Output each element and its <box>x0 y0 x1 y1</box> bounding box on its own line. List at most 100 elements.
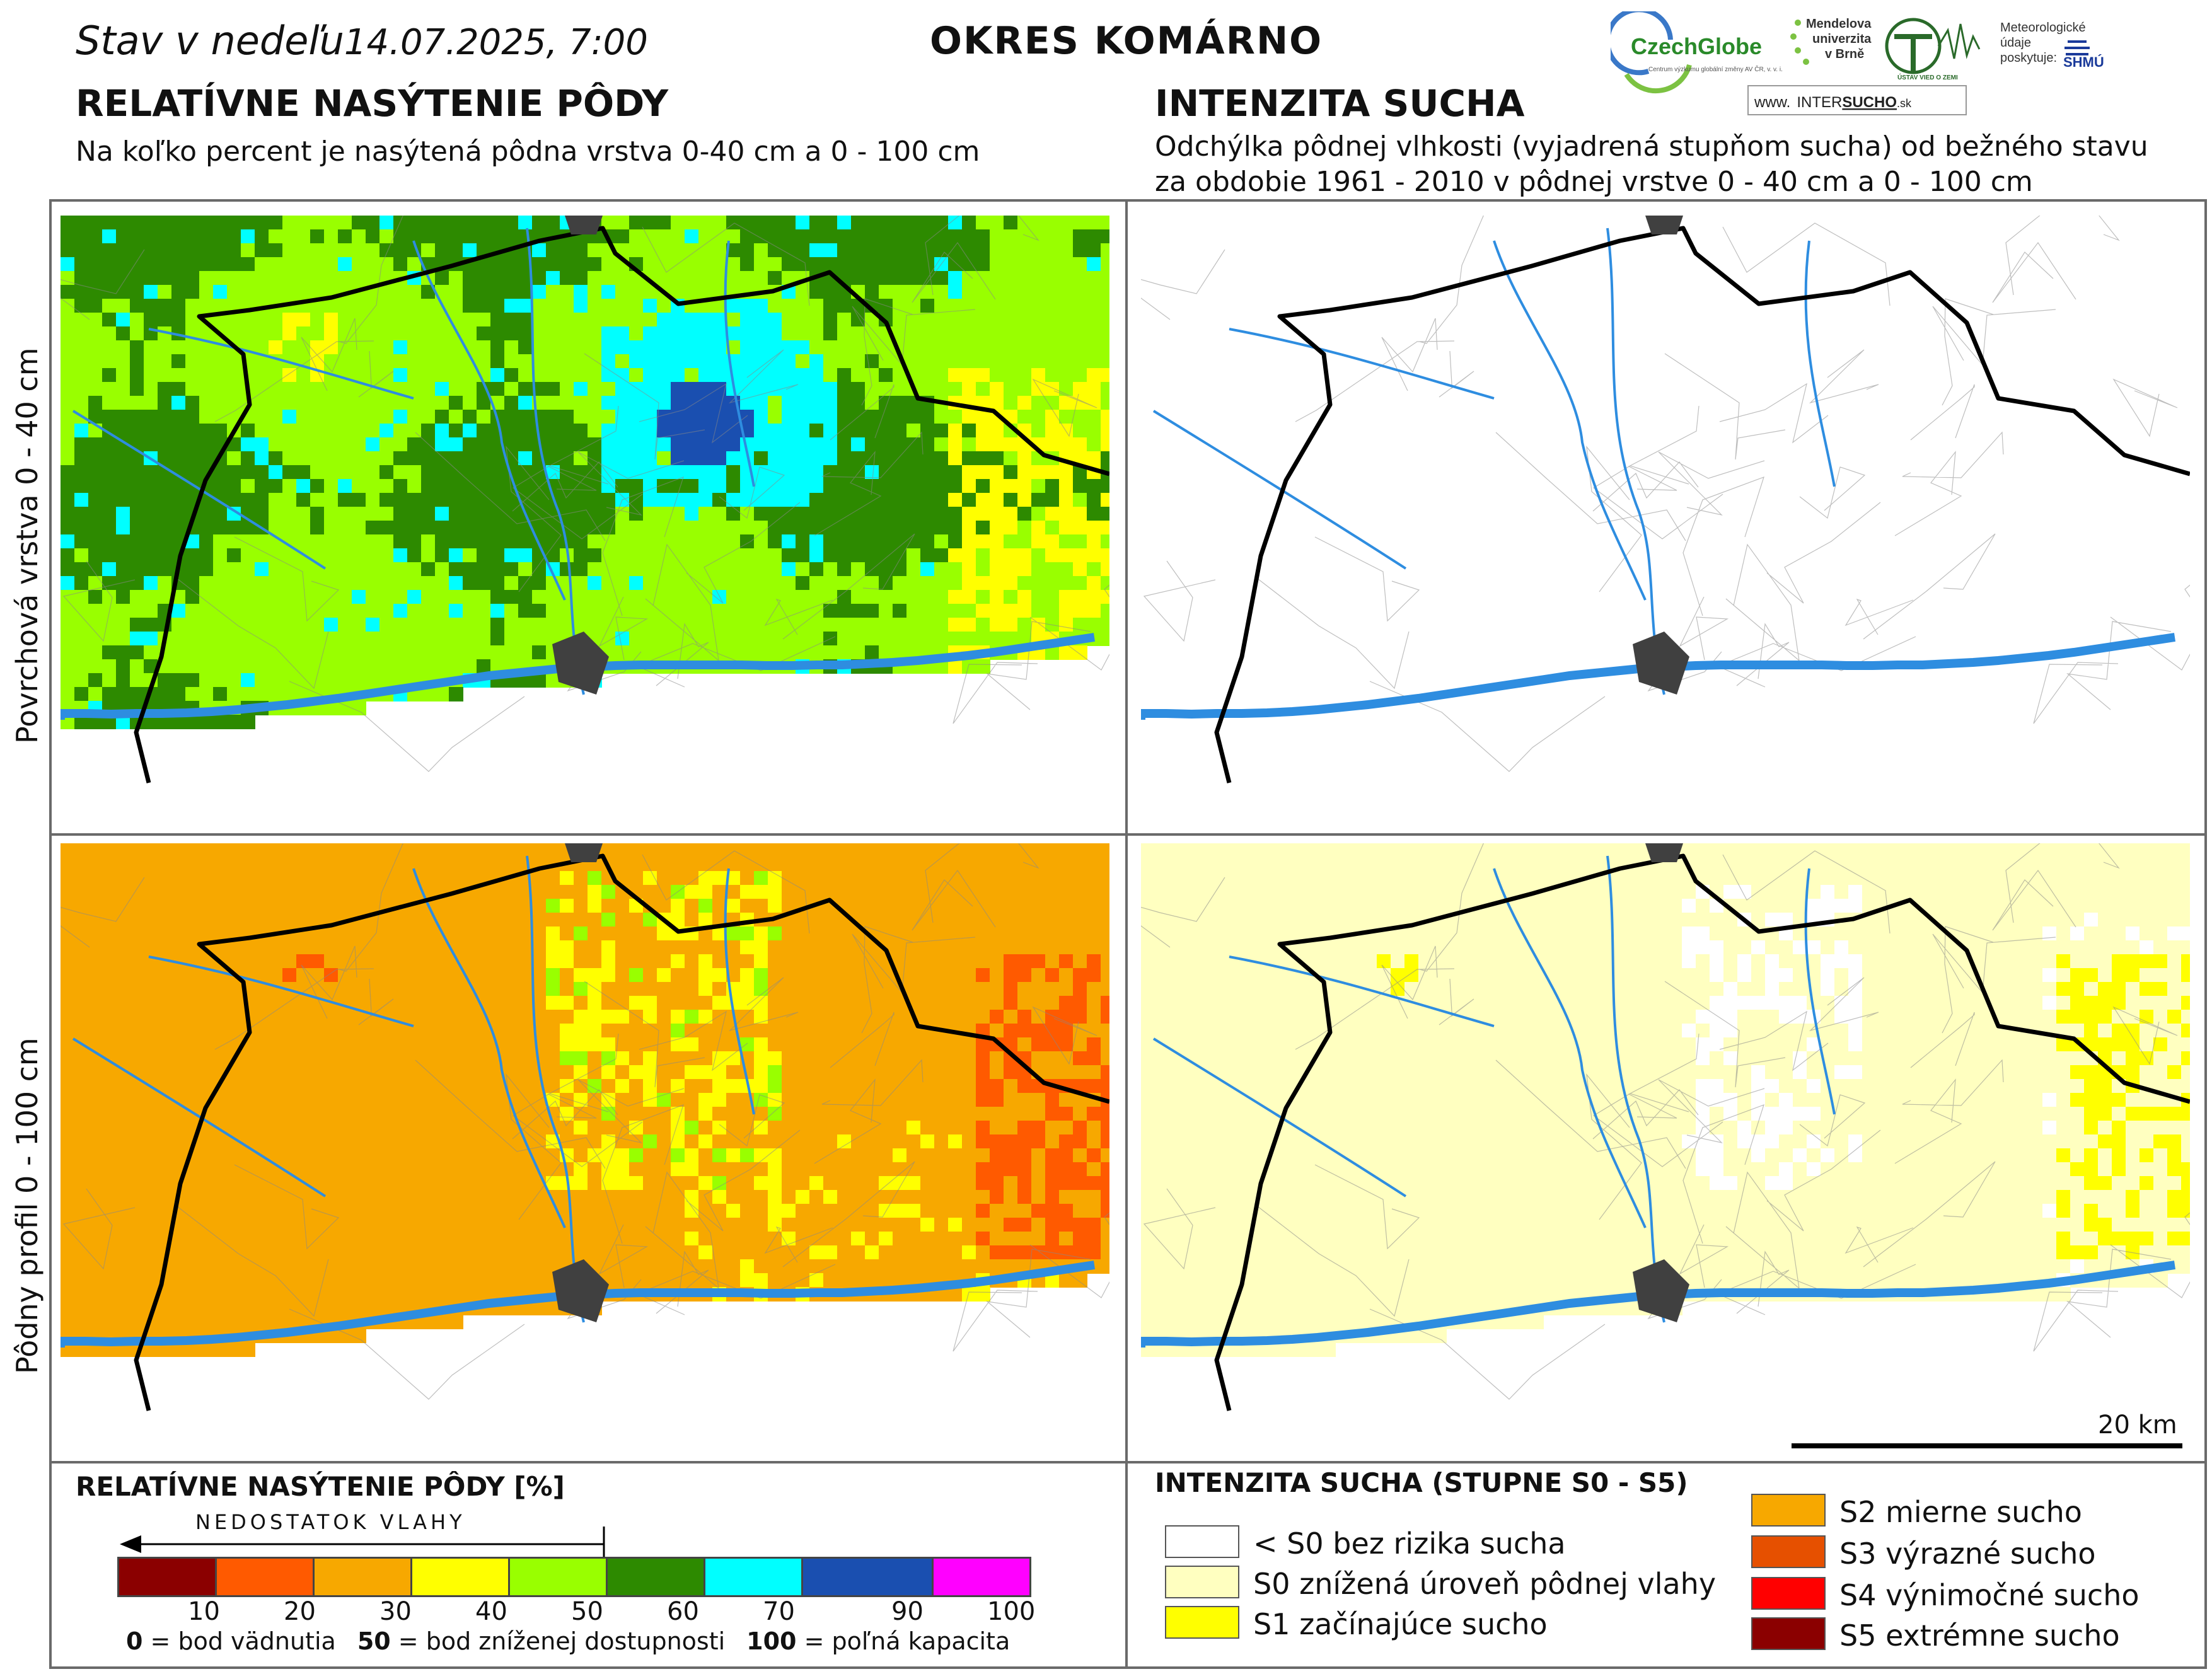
raster-cell <box>685 1232 699 1246</box>
raster-cell <box>310 1107 325 1121</box>
raster-cell <box>643 229 657 244</box>
raster-cell <box>685 340 699 355</box>
raster-cell <box>532 1204 547 1218</box>
raster-cell <box>990 534 1004 549</box>
raster-cell <box>352 410 366 424</box>
raster-cell <box>518 982 533 996</box>
raster-cell <box>574 926 588 941</box>
raster-cell <box>657 326 671 341</box>
raster-cell <box>116 913 130 927</box>
raster-cell <box>324 899 339 913</box>
raster-cell <box>1004 299 1018 313</box>
raster-cell <box>906 257 921 272</box>
raster-cell <box>629 354 644 369</box>
raster-cell <box>490 313 505 327</box>
raster-cell <box>74 521 89 535</box>
raster-cell <box>615 354 630 369</box>
raster-cell <box>796 299 810 313</box>
raster-cell <box>893 479 907 494</box>
raster-cell <box>588 954 602 969</box>
map-drought-topsoil-svg <box>1141 216 2190 783</box>
raster-cell <box>199 590 214 604</box>
raster-cell <box>823 285 838 299</box>
raster-cell <box>671 1024 685 1038</box>
raster-cell <box>102 1148 117 1163</box>
raster-cell <box>768 982 782 996</box>
raster-cell <box>1101 313 1109 327</box>
raster-cell <box>712 899 727 913</box>
raster-cell <box>407 843 422 858</box>
raster-cell <box>518 1010 533 1024</box>
raster-cell <box>421 1037 436 1052</box>
raster-cell <box>338 1259 352 1274</box>
raster-cell <box>1004 216 1018 230</box>
raster-cell <box>227 313 241 327</box>
raster-cell <box>116 424 130 438</box>
raster-cell <box>477 437 491 452</box>
raster-cell <box>1017 299 1032 313</box>
raster-cell <box>560 1037 574 1052</box>
raster-cell <box>435 1134 449 1149</box>
raster-cell <box>158 1176 172 1191</box>
raster-cell <box>477 1107 491 1121</box>
raster-cell <box>407 534 422 549</box>
raster-cell <box>102 673 117 688</box>
raster-cell <box>990 982 1004 996</box>
raster-cell <box>1073 1204 1087 1218</box>
raster-cell <box>782 424 796 438</box>
raster-cell <box>74 1162 89 1177</box>
raster-cell <box>74 673 89 688</box>
raster-cell <box>449 216 463 230</box>
raster-cell <box>851 968 866 983</box>
raster-cell <box>352 1148 366 1163</box>
raster-cell <box>490 1134 505 1149</box>
raster-cell <box>1045 243 1060 258</box>
raster-cell <box>463 396 477 410</box>
raster-cell <box>185 1232 200 1246</box>
raster-cell <box>671 521 685 535</box>
raster-cell <box>990 1204 1004 1218</box>
raster-cell <box>574 507 588 521</box>
raster-cell <box>227 1093 241 1107</box>
raster-cell <box>116 340 130 355</box>
raster-cell <box>116 1232 130 1246</box>
raster-cell <box>282 326 297 341</box>
raster-cell <box>546 548 560 563</box>
raster-cell <box>698 410 713 424</box>
raster-cell <box>560 1121 574 1135</box>
raster-cell <box>366 465 380 480</box>
raster-cell <box>227 1121 241 1135</box>
raster-cell <box>629 590 644 604</box>
raster-cell <box>199 1051 214 1066</box>
raster-cell <box>490 632 505 646</box>
raster-cell <box>199 899 214 913</box>
raster-cell <box>477 534 491 549</box>
raster-cell <box>352 1259 366 1274</box>
raster-cell <box>1017 871 1032 886</box>
raster-cell <box>435 982 449 996</box>
raster-cell <box>1017 885 1032 899</box>
raster-cell <box>463 645 477 660</box>
raster-cell <box>782 940 796 955</box>
raster-cell <box>768 843 782 858</box>
raster-cell <box>324 1024 339 1038</box>
raster-cell <box>671 493 685 507</box>
raster-cell <box>227 243 241 258</box>
raster-cell <box>837 1051 852 1066</box>
raster-cell <box>74 424 89 438</box>
raster-cell <box>1073 871 1087 886</box>
raster-cell <box>435 368 449 383</box>
raster-cell <box>532 1245 547 1260</box>
raster-cell <box>171 1010 186 1024</box>
raster-cell <box>851 271 866 286</box>
raster-cell <box>282 1148 297 1163</box>
raster-cell <box>1045 507 1060 521</box>
raster-cell <box>421 354 436 369</box>
raster-cell <box>449 424 463 438</box>
raster-cell <box>352 396 366 410</box>
raster-cell <box>366 1176 380 1191</box>
raster-cell <box>449 340 463 355</box>
raster-cell <box>74 1204 89 1218</box>
raster-cell <box>851 885 866 899</box>
raster-cell <box>1004 1148 1018 1163</box>
